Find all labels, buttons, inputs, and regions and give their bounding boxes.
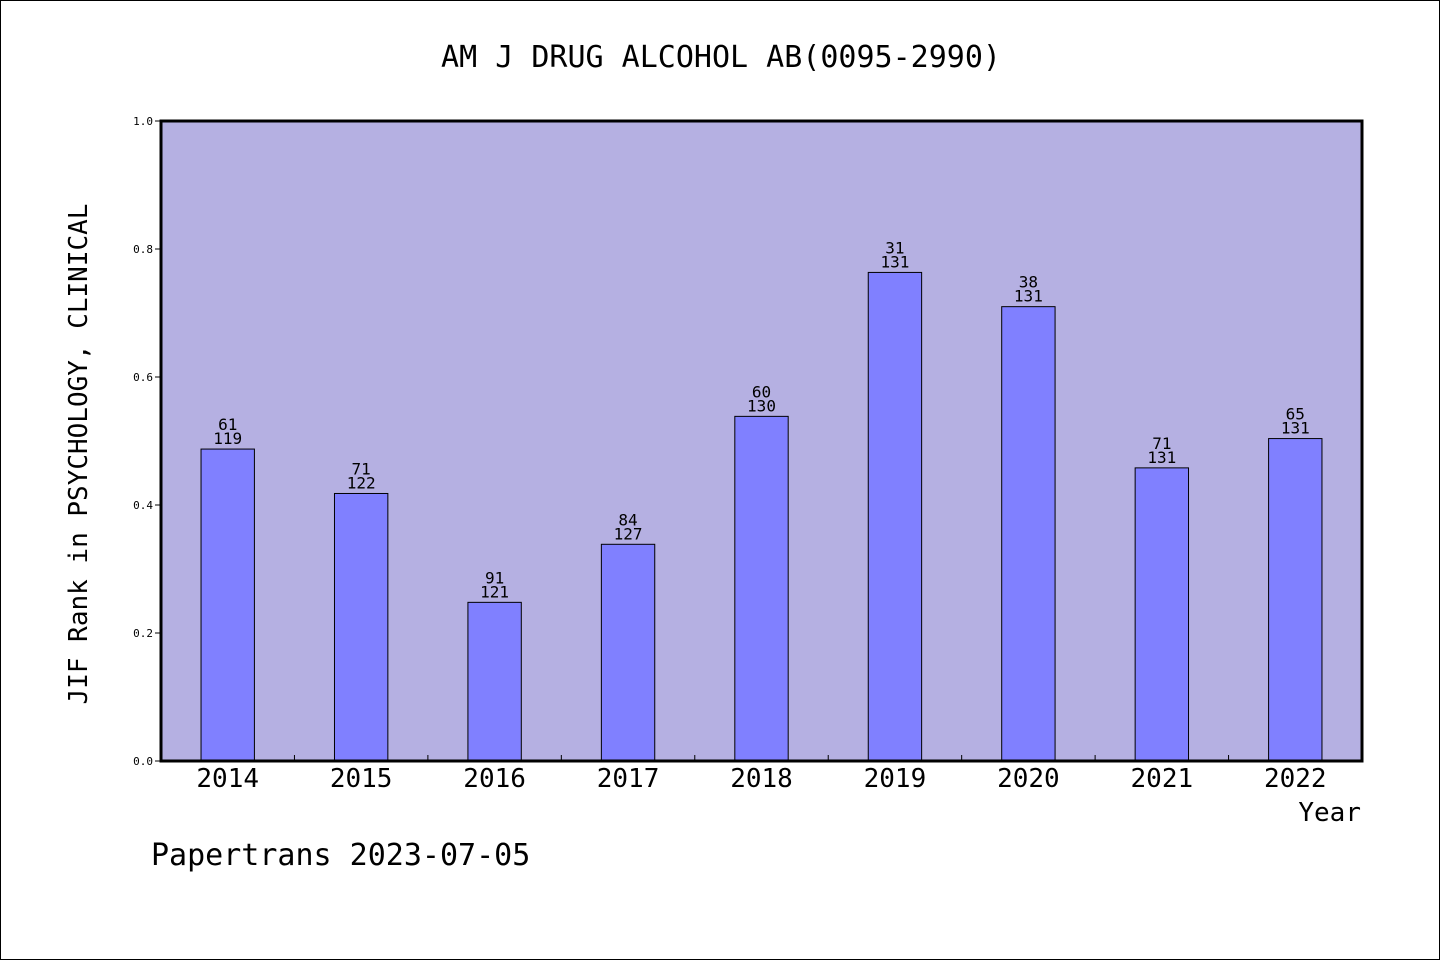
x-tick-label: 2021	[1131, 764, 1194, 794]
x-axis-label: Year	[1298, 798, 1361, 828]
x-tick-label: 2014	[196, 764, 259, 794]
bar-2016	[467, 601, 522, 762]
footer-watermark: Papertrans 2023-07-05	[151, 838, 530, 873]
chart-title: AM J DRUG ALCOHOL AB(0095-2990)	[441, 40, 1001, 75]
y-tick-label: 0.8	[133, 243, 153, 256]
y-tick-label: 0.2	[133, 627, 153, 640]
bar-rank-label: 38	[1019, 273, 1038, 292]
x-tick-label: 2015	[330, 764, 393, 794]
bar-rank-label: 60	[752, 382, 771, 401]
bar-rank-label: 71	[352, 459, 371, 478]
y-tick-label: 0.4	[133, 499, 153, 512]
bar-total-label: 131	[1014, 287, 1043, 306]
x-tick-label: 2022	[1264, 764, 1327, 794]
bar-2020	[1001, 306, 1056, 762]
y-axis-label: JIF Rank in PSYCHOLOGY, CLINICAL	[64, 204, 94, 705]
bar-total-label: 131	[1281, 419, 1310, 438]
bar-2015	[333, 492, 389, 762]
bar-2021	[1134, 467, 1190, 762]
bar-labels-layer: 6111971122911218412760130311313813171131…	[213, 238, 1309, 601]
bar-rank-label: 61	[218, 415, 237, 434]
x-tick-label: 2017	[597, 764, 660, 794]
y-tick-label: 1.0	[133, 115, 153, 128]
bar-rank-label: 31	[885, 238, 904, 257]
bar-total-label: 130	[747, 396, 776, 415]
y-tick-label: 0.6	[133, 371, 153, 384]
x-tick-label: 2019	[864, 764, 927, 794]
bar-total-label: 131	[1147, 448, 1176, 467]
bar-total-label: 122	[347, 473, 376, 492]
bar-rank-label: 65	[1286, 405, 1305, 424]
bar-total-label: 127	[614, 524, 643, 543]
bar-total-label: 121	[480, 582, 509, 601]
bar-rank-label: 71	[1152, 434, 1171, 453]
bar-rank-label: 91	[485, 568, 504, 587]
bars-layer	[200, 271, 1323, 762]
bar-2018	[734, 415, 789, 762]
bar-total-label: 119	[213, 429, 242, 448]
x-axis: 2014 2015 2016 2017 2018 2019 2020 2021 2022	[196, 755, 1327, 794]
bar-total-label: 131	[880, 252, 909, 271]
x-tick-label: 2016	[463, 764, 526, 794]
bar-rank-label: 84	[618, 510, 637, 529]
bar-2019	[867, 271, 923, 762]
plot-border	[159, 119, 1364, 763]
x-tick-label: 2018	[730, 764, 793, 794]
x-tick-label: 2020	[997, 764, 1060, 794]
y-tick-label: 0.0	[133, 755, 153, 768]
bar-2014	[200, 448, 255, 762]
y-axis: 0.0 0.2 0.4 0.6 0.8 1.0	[133, 115, 161, 768]
bar-2017	[600, 543, 656, 762]
bar-2022	[1268, 438, 1323, 762]
